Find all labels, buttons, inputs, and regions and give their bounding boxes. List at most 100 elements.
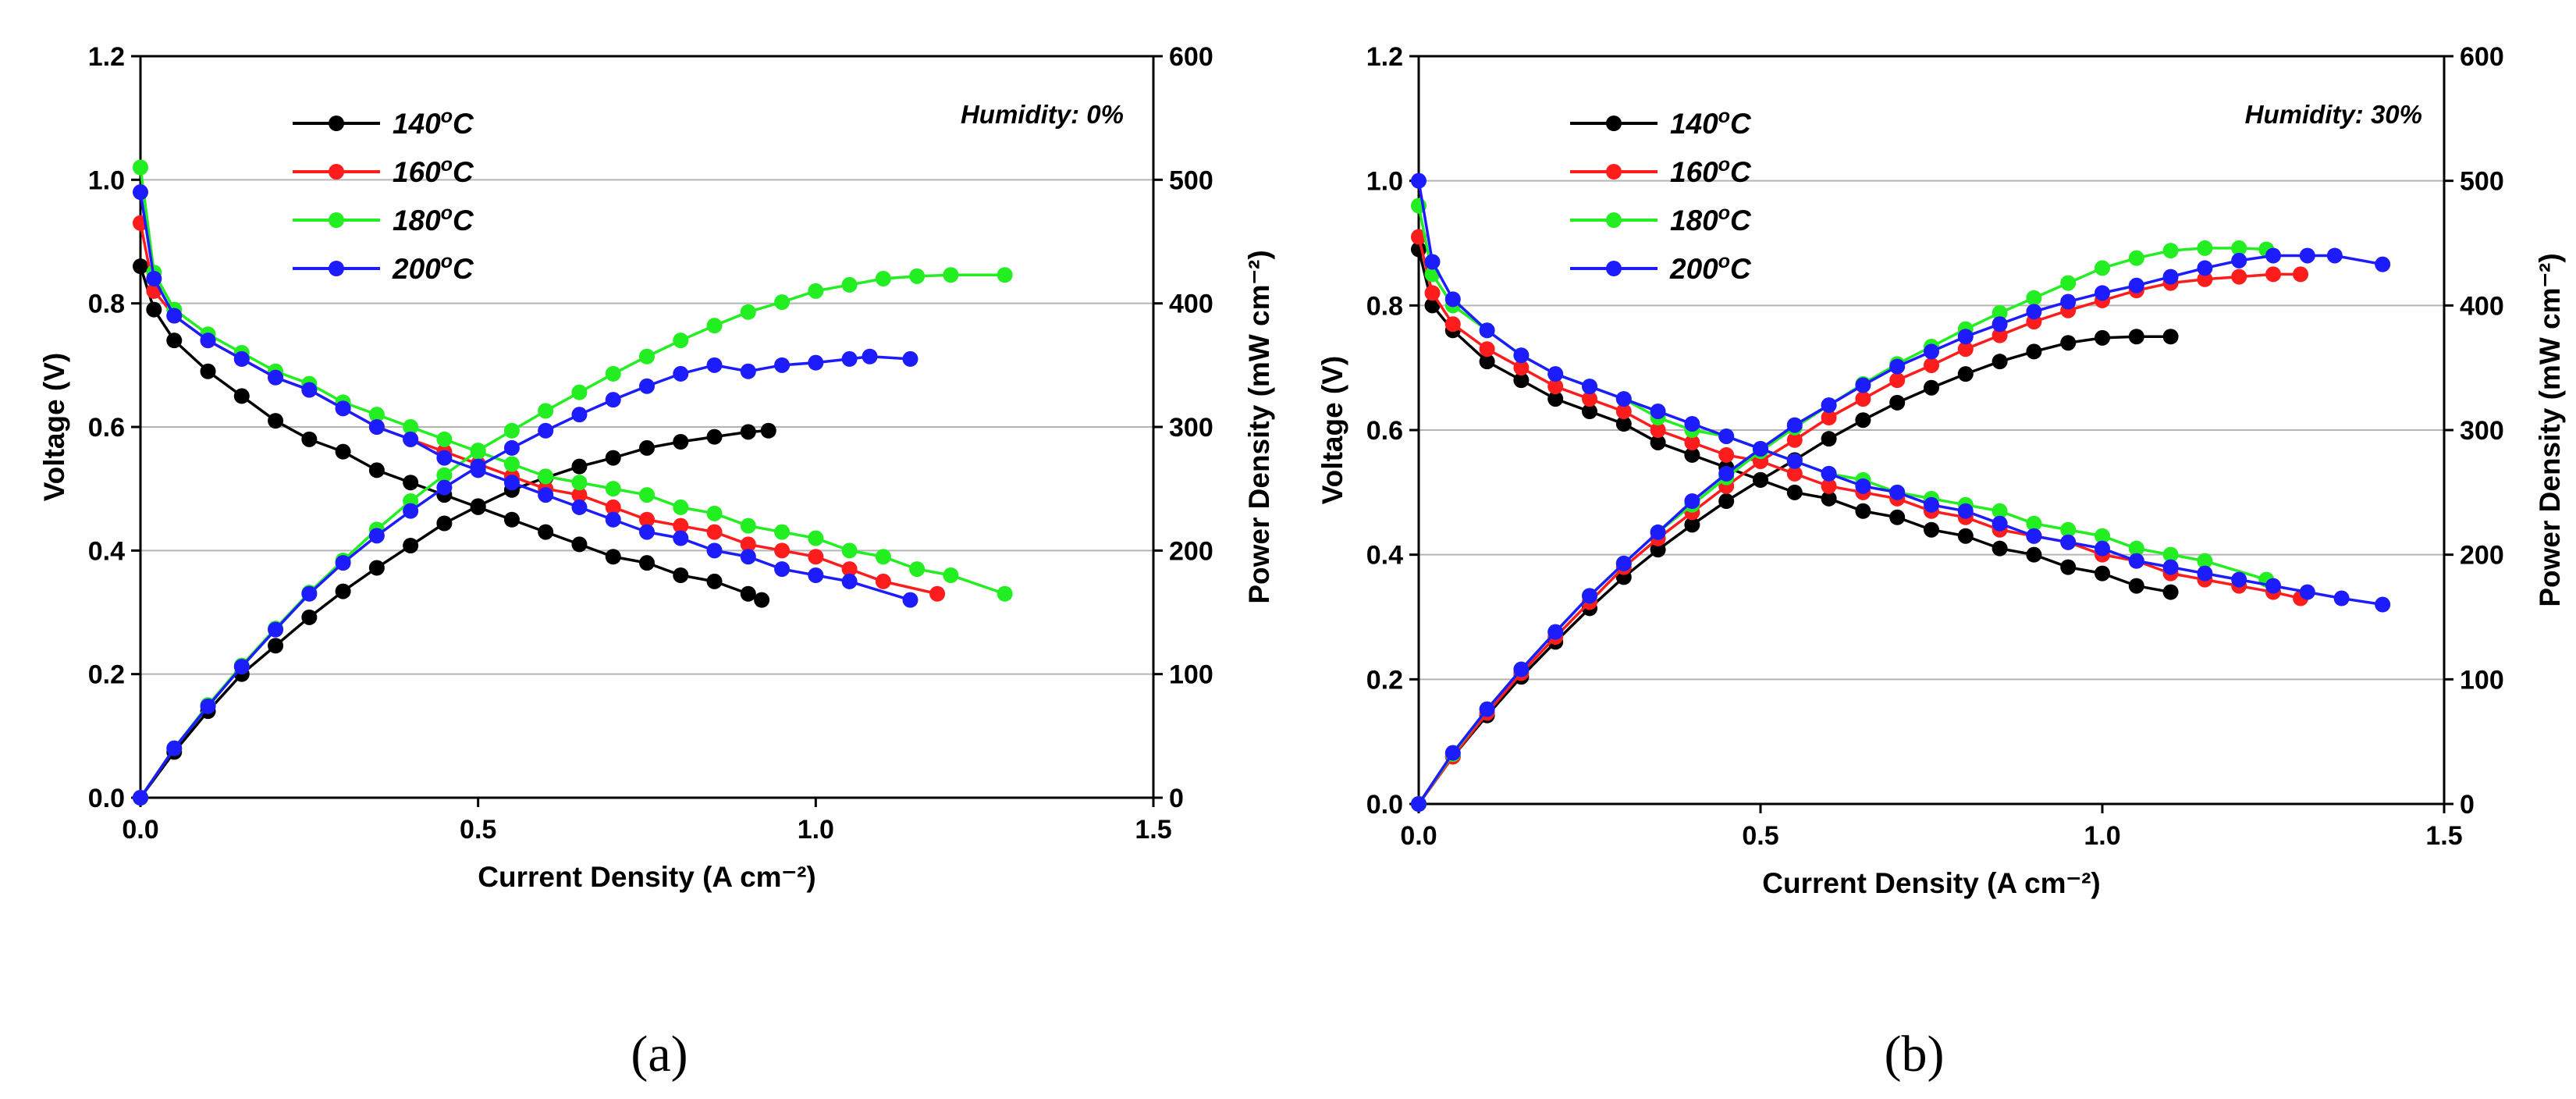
series-160-power-point [2231, 269, 2247, 285]
series-200-power-point [368, 528, 385, 544]
series-200-voltage-point [1650, 404, 1666, 420]
series-140-power-point [2162, 329, 2179, 345]
series-200-power-point [673, 365, 689, 382]
series-200-power-point [200, 698, 216, 714]
y-axis-title: Voltage (V) [1316, 356, 1348, 505]
series-180-voltage-point [503, 456, 520, 472]
series-200-voltage-point [133, 184, 148, 201]
series-140-power-line [139, 429, 769, 799]
series-160-voltage-point [1650, 422, 1666, 438]
degree-superscript: o [1718, 154, 1730, 176]
series-180-voltage-point [673, 499, 689, 515]
y2-tick-label: 100 [2460, 665, 2504, 695]
series-200-voltage-point [2375, 596, 2391, 613]
series-200-power-point [2197, 260, 2213, 276]
series-160-power-point [1786, 432, 1803, 448]
series-200-power-point [2060, 293, 2077, 310]
series-180-voltage-point [2162, 546, 2179, 563]
series-180-voltage-point [538, 468, 554, 485]
series-180-voltage-point [639, 487, 655, 503]
series-200-voltage-point [1547, 366, 1564, 382]
series-200-power-point [268, 621, 284, 638]
series-180-power-point [673, 333, 689, 349]
y-tick-label: 1.2 [1366, 42, 1403, 72]
series-140-voltage-point [1650, 434, 1666, 450]
celsius-unit: C [1730, 108, 1752, 140]
series-140-voltage-point [133, 258, 148, 275]
degree-superscript: o [441, 202, 453, 224]
x-tick-label: 1.5 [2425, 821, 2462, 851]
series-200-voltage-point [706, 542, 723, 559]
series-140-power-point [1650, 542, 1666, 558]
degree-superscript: o [1718, 202, 1730, 224]
series-200-voltage-point [1582, 379, 1597, 395]
series-200-voltage-point [1411, 172, 1427, 189]
celsius-unit: C [453, 253, 474, 285]
legend-marker-160 [329, 164, 344, 180]
y2-tick-label: 400 [1169, 290, 1213, 319]
series-180-power-point [639, 348, 655, 365]
series-140-voltage-point [1479, 354, 1495, 370]
legend-marker-180 [329, 212, 344, 228]
legend-label-160: 160oC [1670, 154, 1752, 188]
legend-label-140: 140oC [1670, 105, 1752, 140]
series-140-voltage-point [1924, 521, 1939, 538]
series-200-voltage-point [1889, 484, 1906, 500]
legend-label-200: 200oC [1669, 251, 1752, 285]
legend-label-200: 200oC [392, 251, 474, 285]
y-tick-label: 0.4 [1366, 541, 1403, 571]
x-tick-label: 0.0 [1400, 821, 1437, 851]
series-200-voltage-point [1444, 291, 1461, 308]
series-200-power-point [1411, 796, 1427, 812]
series-200-voltage-point [902, 592, 918, 608]
x-tick-label: 0.0 [122, 815, 158, 845]
series-140-voltage-point [200, 363, 216, 379]
series-200-voltage-point [571, 499, 588, 515]
series-200 [1411, 172, 2391, 812]
series-200-power-point [2326, 247, 2343, 264]
celsius-unit: C [453, 205, 474, 237]
series-200-power-point [1615, 555, 1632, 571]
series-140-power-point [1924, 379, 1939, 396]
series-140-voltage-point [1424, 297, 1441, 314]
series-140-power-point [1992, 354, 2008, 370]
series-140-power-point [335, 583, 351, 599]
series-200-power-point [706, 357, 723, 373]
series-200-voltage-point [436, 450, 453, 466]
series-200-voltage-point [1821, 465, 1837, 482]
series-140-power-point [403, 538, 419, 553]
series-160-power-point [1889, 372, 1906, 389]
series-160-power-point [1992, 327, 2008, 343]
y-tick-label: 0.6 [88, 413, 125, 443]
series-200-voltage-point [146, 271, 162, 286]
series-200-voltage-point [2333, 590, 2350, 606]
legend-marker-200 [1606, 261, 1622, 276]
series-160 [1411, 229, 2309, 812]
y-tick-label: 0.8 [1366, 291, 1403, 321]
series-200-power-point [1513, 661, 1530, 678]
y-tick-label: 1.0 [88, 165, 125, 195]
panel-a: 0.0 0.5 1.0 1.5 0.0 0.2 0.4 0.6 0.8 1.0 1.2 0 100 200… [38, 42, 1275, 1083]
series-140-power-point [436, 515, 453, 532]
series-200-power-point [2026, 304, 2042, 320]
series-140-voltage-point [1547, 391, 1564, 407]
series-140-power-point [1684, 517, 1700, 533]
series-140-voltage-point [403, 475, 419, 491]
series-200-voltage-point [301, 382, 318, 398]
series-200-voltage-point [2162, 559, 2179, 575]
series-140-voltage-point [268, 413, 284, 429]
series-140-voltage-point [1615, 416, 1632, 432]
series-200-power-point [902, 350, 918, 367]
series-140-voltage-point [233, 388, 250, 404]
series-200-power-point [1479, 701, 1495, 717]
y2-tick-label: 100 [1169, 660, 1213, 690]
x-tick-label: 1.0 [2084, 821, 2120, 851]
series-140-voltage-point [1513, 372, 1530, 389]
series-200-power-point [841, 350, 858, 367]
series-140-voltage-point [335, 443, 351, 460]
series-180-power-point [943, 267, 959, 283]
series-200-power-point [639, 378, 655, 394]
series-140-power-point [2128, 329, 2144, 345]
series-180-voltage-point [1992, 503, 2008, 519]
series-160-power-line [1417, 272, 2301, 806]
